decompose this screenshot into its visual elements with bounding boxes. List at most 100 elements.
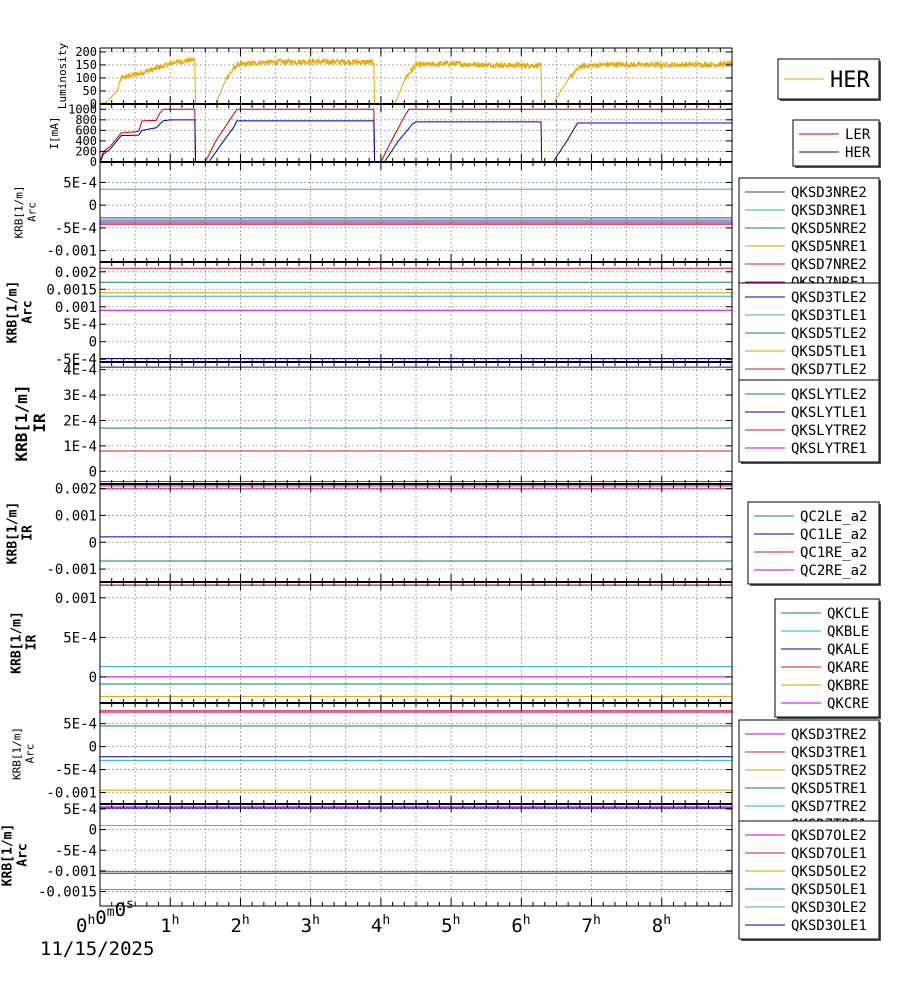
y-tick-label: 0 [90, 155, 97, 169]
panel-arc-ole: -0.0015 -0.001 -5E-4 0 5E-4 KRB[1/m] Arc QKSD7O… [1, 802, 881, 941]
y-tick-label: 0 [89, 670, 97, 686]
legend-label-qksd7tle2: QKSD7TLE2 [791, 362, 867, 378]
plot-frame [99, 803, 733, 907]
legend-label-qksd3nre1: QKSD3NRE1 [791, 203, 867, 219]
y-tick-label: -5E-4 [55, 843, 97, 859]
legend-label-qkcre: QKCRE [827, 696, 869, 712]
x-tick-label: 3h [301, 913, 320, 937]
legend-label-qksd3ole1: QKSD3OLE1 [791, 918, 867, 934]
legend-label-qksd3tle1: QKSD3TLE1 [791, 308, 867, 324]
x-tick-label: 8h [652, 913, 671, 937]
legend-label-qkcle: QKCLE [827, 606, 869, 622]
grid [100, 262, 732, 362]
x-tick-label: 5h [441, 913, 460, 937]
y-axis-label: KRB[1/m] [12, 384, 31, 461]
legend-label-qksd3tre2: QKSD3TRE2 [791, 727, 867, 743]
y-tick-label: 200 [75, 144, 97, 158]
y-tick-label: -5E-4 [55, 763, 97, 779]
legend-label-qksd5ole2: QKSD5OLE2 [791, 864, 867, 880]
legend-label-qkare: QKARE [827, 660, 869, 676]
x-axis: 0h0m0s 1h 2h 3h 4h 5h 6h 7h 8h [76, 897, 671, 937]
y-tick-label: -0.001 [46, 864, 97, 880]
y-axis-label: IR [21, 525, 36, 541]
y-tick-label: 0.001 [55, 508, 97, 524]
legend-label-ler: LER [845, 127, 871, 143]
y-axis-label: IR [30, 413, 49, 433]
legend-label-qksd5tre2: QKSD5TRE2 [791, 763, 867, 779]
y-tick-label: 0 [89, 464, 97, 480]
legend-label-qkble: QKBLE [827, 624, 869, 640]
y-tick-label: -0.001 [46, 244, 97, 260]
legend-label-qksd5tle2: QKSD5TLE2 [791, 326, 867, 342]
grid [100, 362, 732, 484]
x-tick-label: 0h0m0s [76, 897, 134, 937]
legend-current: LER HER [792, 119, 881, 168]
legend-label-qksd5nre2: QKSD5NRE2 [791, 221, 867, 237]
y-tick-label: 100 [75, 71, 97, 85]
y-tick-label: 0.001 [55, 300, 97, 316]
y-tick-label: -5E-4 [55, 352, 97, 368]
y-tick-label: 50 [83, 84, 97, 98]
legend-ir-qk: QKCLE QKBLE QKALE QKARE QKBRE QKCRE [774, 598, 881, 719]
legend-label-qkslytre1: QKSLYTRE1 [791, 441, 867, 457]
y-tick-label: -5E-4 [55, 221, 97, 237]
y-tick-label: 1000 [68, 102, 97, 116]
y-tick-label: 3E-4 [63, 388, 97, 404]
y-tick-label: 800 [75, 113, 97, 127]
y-tick-label: -0.0015 [38, 885, 97, 901]
y-tick-label: 0.0015 [46, 282, 97, 298]
x-tick-label: 7h [582, 913, 601, 937]
y-tick-label: 0 [89, 535, 97, 551]
y-axis-label: IR [25, 635, 40, 651]
y-tick-label: 200 [75, 45, 97, 59]
legend-box [738, 177, 880, 297]
y-tick-label: 5E-4 [63, 630, 97, 646]
legend-label-qc1le-a2: QC1LE_a2 [800, 527, 867, 543]
legend-label-qkslytre2: QKSLYTRE2 [791, 423, 867, 439]
y-axis-label: Arc [26, 202, 39, 222]
y-axis-label: Arc [24, 744, 37, 764]
legend-label-qksd7nre2: QKSD7NRE2 [791, 257, 867, 273]
legend-arc-ole: QKSD7OLE2 QKSD7OLE1 QKSD5OLE2 QKSD5OLE1 QKSD… [738, 820, 881, 941]
legend-label-qksd7ole1: QKSD7OLE1 [791, 846, 867, 862]
legend-label-qc2re-a2: QC2RE_a2 [800, 563, 867, 579]
legend-label-qksd7tre2: QKSD7TRE2 [791, 799, 867, 815]
y-tick-label: 0.002 [55, 265, 97, 281]
y-tick-label: 2E-4 [63, 413, 97, 429]
legend-label-qksd3tre1: QKSD3TRE1 [791, 745, 867, 761]
legend-label-qksd3ole2: QKSD3OLE2 [791, 900, 867, 916]
grid [100, 804, 732, 906]
y-axis-label: KRB[1/m] [10, 611, 25, 674]
series-line-her [99, 57, 733, 105]
legend-label-qkslytle2: QKSLYTLE2 [791, 387, 867, 403]
legend-label-qkbre: QKBRE [827, 678, 869, 694]
panel-ir-qc: -0.001 0 0.001 0.002 KRB[1/m] IR QC2LE_a2 QC1LE… [6, 482, 881, 586]
y-axis-label: Arc [21, 300, 36, 323]
y-tick-label: 5E-4 [63, 802, 97, 818]
y-axis-label: Luminosity [56, 43, 69, 110]
y-axis-label: I[mA] [48, 116, 61, 149]
legend-label-her: HER [845, 145, 871, 161]
legend-label-qksd5nre1: QKSD5NRE1 [791, 239, 867, 255]
grid [100, 484, 732, 582]
y-axis-label: Arc [16, 843, 31, 866]
x-tick-label: 2h [230, 913, 249, 937]
legend-box [738, 820, 880, 940]
y-tick-label: 5E-4 [63, 175, 97, 191]
y-tick-label: 4E-4 [63, 363, 97, 379]
y-tick-label: 400 [75, 134, 97, 148]
y-tick-label: 5E-4 [63, 717, 97, 733]
legend-arc-nre: QKSD3NRE2 QKSD3NRE1 QKSD5NRE2 QKSD5NRE1 QKSD… [738, 177, 881, 298]
x-tick-label: 6h [511, 913, 530, 937]
legend-label-qc2le-a2: QC2LE_a2 [800, 509, 867, 525]
y-tick-label: 600 [75, 123, 97, 137]
legend-label-qksd3nre2: QKSD3NRE2 [791, 185, 867, 201]
y-tick-label: -0.001 [46, 562, 97, 578]
y-tick-label: 0 [90, 97, 97, 111]
legend-luminosity: HER [777, 58, 881, 101]
legend-ir-qc: QC2LE_a2 QC1LE_a2 QC1RE_a2 QC2RE_a2 [747, 501, 881, 586]
legend-label-qkslytle1: QKSLYTLE1 [791, 405, 867, 421]
